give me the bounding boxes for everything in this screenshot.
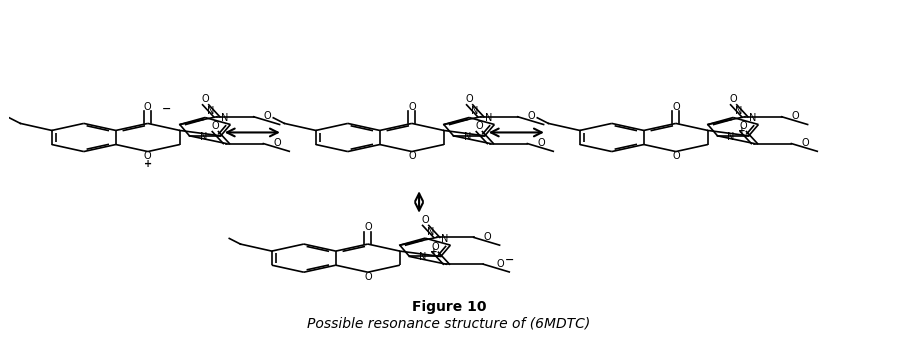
Text: O: O [264, 111, 271, 121]
Text: N: N [418, 252, 426, 262]
Text: O: O [364, 272, 372, 282]
Text: O: O [740, 121, 747, 131]
Text: +: + [144, 159, 152, 169]
Text: N: N [735, 106, 743, 116]
Text: −: − [506, 255, 515, 265]
Text: O: O [466, 94, 473, 104]
Text: N: N [464, 132, 471, 142]
Text: O: O [274, 138, 281, 148]
Text: O: O [672, 102, 680, 111]
Text: O: O [408, 152, 416, 161]
Text: N: N [427, 227, 435, 237]
Text: +: + [430, 247, 438, 255]
Text: O: O [497, 259, 504, 268]
Text: O: O [212, 121, 219, 131]
Text: O: O [476, 121, 483, 131]
Text: N: N [441, 234, 449, 244]
Text: O: O [528, 111, 535, 121]
Text: O: O [792, 111, 799, 121]
Text: O: O [144, 102, 152, 111]
Text: O: O [672, 152, 680, 161]
Text: O: O [364, 222, 372, 232]
Text: N: N [726, 132, 734, 142]
Text: O: O [730, 94, 737, 104]
Text: O: O [202, 94, 209, 104]
Text: O: O [484, 232, 491, 242]
Text: O: O [538, 138, 545, 148]
Text: N: N [200, 132, 207, 142]
Text: N: N [485, 113, 493, 123]
Text: O: O [422, 215, 429, 225]
Text: O: O [432, 242, 439, 252]
Text: O: O [408, 102, 416, 111]
Text: O: O [802, 138, 809, 148]
Text: N: N [471, 106, 479, 116]
Text: Figure 10: Figure 10 [412, 300, 486, 314]
Text: N: N [749, 113, 757, 123]
Text: Possible resonance structure of (6MDTC): Possible resonance structure of (6MDTC) [307, 316, 591, 330]
Text: N: N [221, 113, 229, 123]
Text: O: O [144, 152, 152, 161]
Text: −: − [162, 104, 171, 114]
Text: +: + [738, 126, 746, 135]
Text: N: N [207, 106, 215, 116]
